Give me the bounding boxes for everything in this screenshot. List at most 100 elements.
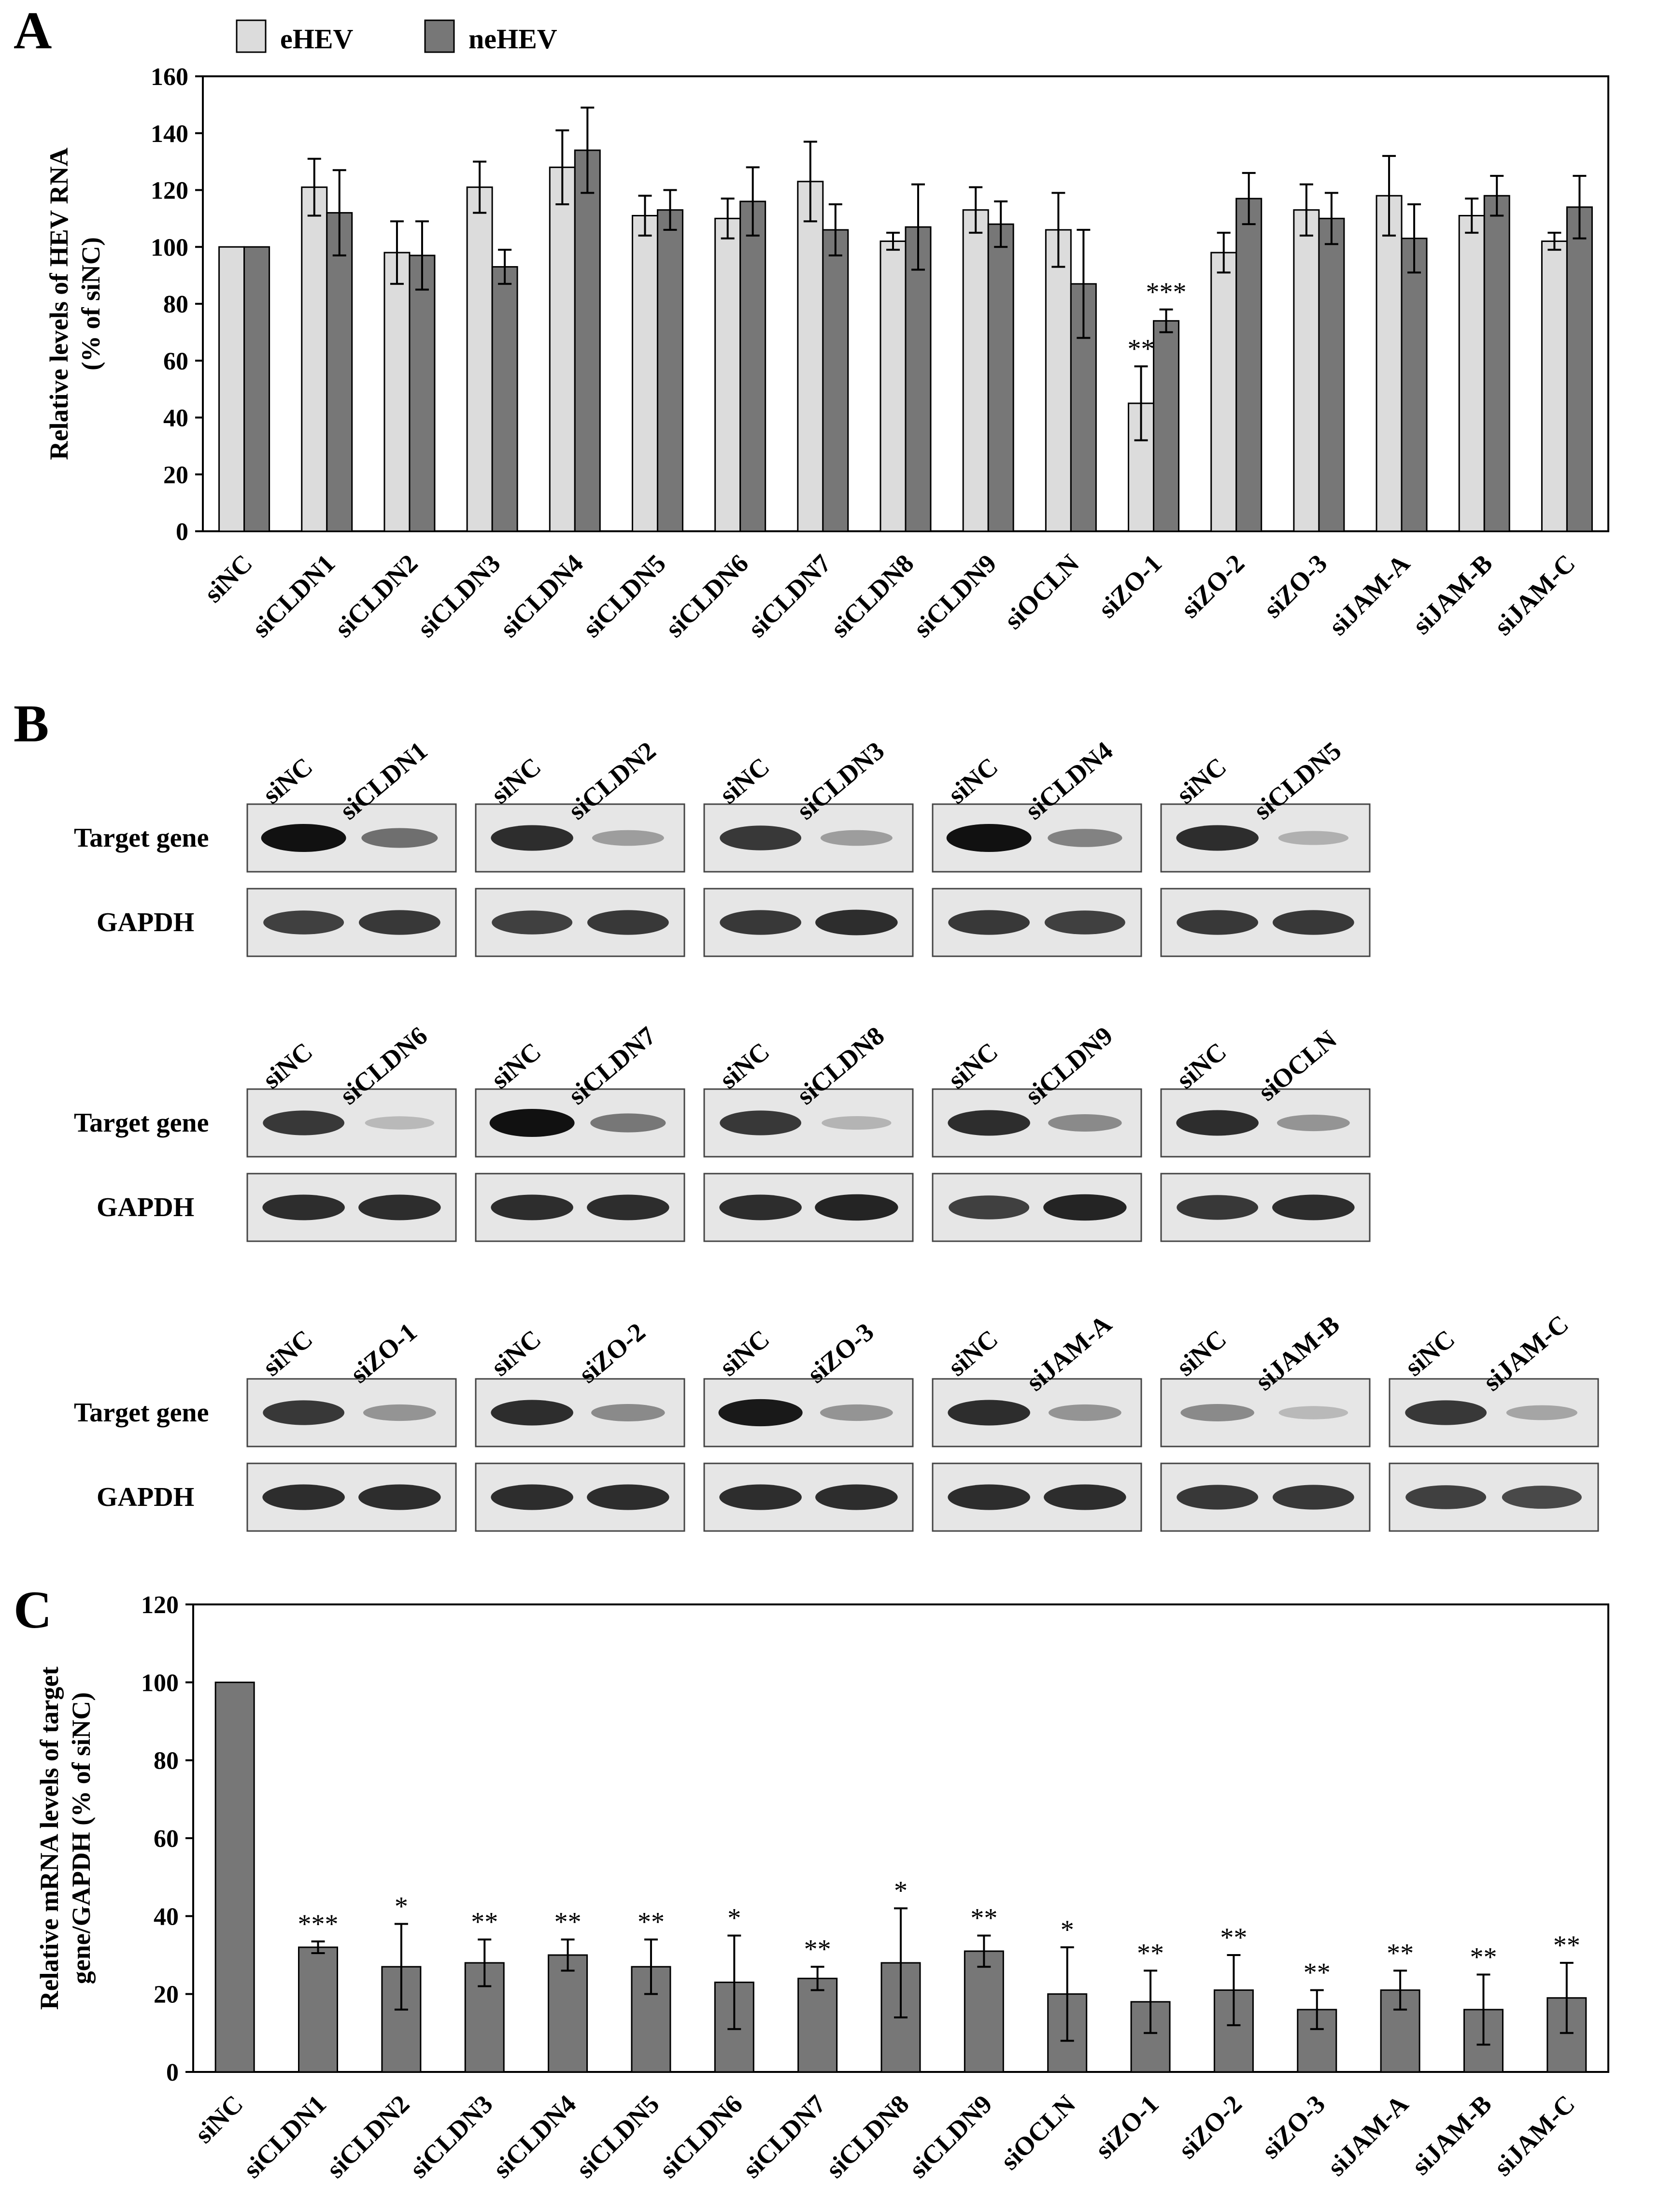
gel-band-gapdh: [263, 910, 344, 935]
y-tick-label: 60: [163, 348, 188, 375]
bar-target-gapdh-sicldn4: [548, 1954, 588, 2073]
significance-mark: *: [1061, 1915, 1074, 1945]
legend-label-nehev: neHEV: [468, 23, 557, 55]
significance-mark: *: [894, 1876, 908, 1906]
gel-band-gapdh: [492, 910, 573, 935]
gel-band-target: [948, 1110, 1030, 1136]
gel-band-target: [590, 1113, 666, 1133]
gel-band-gapdh: [1043, 1194, 1127, 1221]
gel-band-gapdh: [1502, 1486, 1582, 1509]
gel-band-gapdh: [1177, 1195, 1259, 1220]
gel-band-gapdh: [358, 1484, 441, 1510]
significance-mark: **: [1387, 1938, 1414, 1968]
gel-band-gapdh: [1044, 1484, 1126, 1510]
gel-band-gapdh: [1044, 910, 1125, 935]
gel-band-target: [592, 830, 664, 846]
gel-band-gapdh: [1177, 1485, 1259, 1510]
gel-band-target: [591, 1404, 665, 1421]
bar-ehev-siocln: [1045, 229, 1072, 532]
row-label-gapdh: GAPDH: [97, 1482, 194, 1512]
gel-band-target: [365, 1116, 435, 1130]
panel-label-a: A: [14, 1, 52, 60]
bar-nehev-sicldn6: [739, 200, 766, 532]
gel-band-target: [363, 1404, 436, 1421]
bar-ehev-sijam-a: [1376, 195, 1403, 532]
bar-nehev-sicldn3: [491, 266, 518, 532]
gel-band-gapdh: [1272, 910, 1354, 935]
y-tick-label: 140: [151, 120, 188, 148]
bar-ehev-sicldn5: [631, 214, 658, 532]
row-label-target-gene: Target gene: [74, 1398, 209, 1428]
bar-nehev-sijam-c: [1566, 206, 1593, 532]
bar-nehev-sijam-a: [1401, 238, 1428, 532]
bar-ehev-sicldn6: [714, 217, 741, 532]
bar-nehev-sicldn8: [905, 226, 932, 532]
gel-band-gapdh: [815, 1484, 898, 1510]
y-tick-label: 160: [151, 63, 188, 91]
significance-mark: **: [1553, 1930, 1580, 1960]
bar-ehev-sicldn9: [962, 209, 989, 532]
gel-band-gapdh: [491, 1194, 573, 1220]
y-tick-label: 120: [141, 1591, 179, 1619]
y-tick-label: 120: [151, 177, 188, 205]
significance-mark: **: [804, 1934, 831, 1964]
y-axis-label: (% of siNC): [76, 237, 105, 370]
gel-band-target: [489, 1109, 575, 1137]
gel-band-gapdh: [719, 1194, 802, 1220]
bar-nehev-sicldn4: [574, 149, 601, 532]
legend-swatch-nehev: [424, 19, 455, 53]
bar-ehev-sicldn8: [880, 240, 907, 532]
gel-band-target: [1176, 825, 1259, 851]
bar-nehev-sicldn5: [656, 209, 683, 532]
bar-nehev-sinc: [243, 246, 270, 532]
bar-target-gapdh-sinc: [214, 1681, 255, 2073]
significance-mark: **: [970, 1903, 997, 1933]
gel-band-target: [491, 825, 573, 851]
gel-band-gapdh: [358, 1194, 441, 1220]
significance-mark: *: [395, 1891, 408, 1921]
y-tick-label: 0: [176, 518, 188, 546]
y-tick-label: 0: [166, 2059, 179, 2086]
bar-nehev-sizo-2: [1235, 198, 1263, 532]
gel-band-target: [1048, 1404, 1121, 1421]
gel-band-gapdh: [815, 1194, 898, 1221]
significance-mark: *: [727, 1903, 741, 1933]
y-tick-label: 100: [151, 234, 188, 261]
bar-nehev-sicldn1: [326, 212, 353, 532]
gel-band-target: [1277, 1114, 1350, 1132]
gel-band-gapdh: [1405, 1485, 1487, 1509]
gel-band-target: [946, 824, 1032, 852]
bar-ehev-sizo-3: [1293, 209, 1320, 532]
gel-band-gapdh: [587, 910, 669, 935]
gel-band-gapdh: [262, 1194, 345, 1220]
gel-band-gapdh: [1272, 1194, 1355, 1220]
gel-band-target: [491, 1400, 573, 1426]
gel-band-gapdh: [948, 1484, 1030, 1510]
gel-band-gapdh: [1177, 910, 1259, 935]
gel-band-target: [822, 1116, 892, 1130]
significance-mark: **: [1304, 1958, 1331, 1988]
gel-band-gapdh: [358, 910, 440, 935]
significance-mark: ***: [1146, 277, 1187, 307]
y-tick-label: 20: [154, 1981, 179, 2009]
gel-band-gapdh: [815, 909, 898, 936]
gel-band-gapdh: [1272, 1485, 1354, 1510]
gel-band-target: [948, 1400, 1030, 1426]
gel-band-target: [1048, 829, 1122, 847]
y-tick-label: 40: [163, 405, 188, 432]
row-label-target-gene: Target gene: [74, 823, 209, 853]
gel-band-target: [1506, 1405, 1577, 1420]
y-axis-label: Relative mRNA levels of target: [35, 1667, 64, 2010]
gel-band-target: [1048, 1114, 1122, 1132]
y-tick-label: 80: [154, 1747, 179, 1775]
row-label-target-gene: Target gene: [74, 1108, 209, 1138]
bar-nehev-sijam-b: [1483, 195, 1510, 532]
gel-band-gapdh: [587, 1484, 669, 1510]
gel-band-gapdh: [587, 1194, 669, 1220]
bar-nehev-sicldn7: [822, 229, 849, 532]
y-tick-label: 80: [163, 291, 188, 318]
gel-band-target: [361, 828, 438, 848]
bar-ehev-sijam-c: [1541, 240, 1568, 532]
gel-band-target: [820, 1404, 893, 1421]
